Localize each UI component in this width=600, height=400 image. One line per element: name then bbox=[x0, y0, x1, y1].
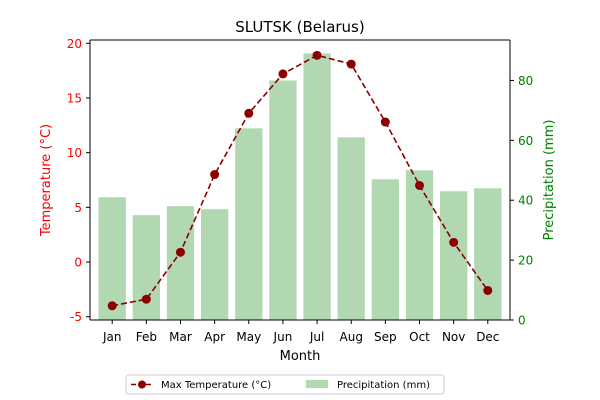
temperature-point bbox=[449, 237, 459, 247]
temperature-point bbox=[244, 108, 254, 118]
x-tick-label: Aug bbox=[340, 330, 363, 344]
legend-label-precipitation: Precipitation (mm) bbox=[337, 380, 430, 391]
precipitation-bar bbox=[303, 53, 331, 320]
precipitation-bar bbox=[98, 197, 126, 320]
precipitation-bar bbox=[132, 215, 160, 320]
legend-marker-swatch bbox=[138, 380, 146, 389]
x-tick-label: Jul bbox=[309, 330, 324, 344]
legend-frame bbox=[125, 374, 445, 395]
temperature-line-path bbox=[112, 54, 489, 307]
temperature-point bbox=[312, 50, 322, 60]
y-left-tick-label: 10 bbox=[67, 146, 82, 160]
precipitation-bar bbox=[474, 188, 502, 320]
x-tick-label: Jun bbox=[273, 330, 293, 344]
temperature-line bbox=[107, 50, 493, 311]
temperature-point bbox=[141, 294, 151, 304]
y-right-tick-label: 0 bbox=[518, 314, 526, 328]
y-right-tick-label: 40 bbox=[518, 194, 533, 208]
y-right-tick-label: 60 bbox=[518, 134, 533, 148]
y-right-tick-label: 80 bbox=[518, 74, 533, 88]
precipitation-bar bbox=[200, 209, 229, 320]
y-left-tick-label: 20 bbox=[67, 37, 82, 51]
temperature-point bbox=[210, 170, 220, 180]
y-left-tick-label: 0 bbox=[74, 256, 82, 270]
x-tick-label: May bbox=[236, 330, 261, 344]
temperature-point bbox=[415, 180, 425, 190]
x-tick-label: Mar bbox=[169, 330, 192, 344]
precipitation-bar bbox=[166, 206, 195, 320]
precipitation-bar bbox=[235, 128, 263, 320]
temperature-point bbox=[278, 69, 288, 79]
temperature-point bbox=[107, 301, 117, 311]
precipitation-bar bbox=[337, 137, 365, 320]
x-tick-label: Sep bbox=[374, 330, 397, 344]
x-axis-label: Month bbox=[280, 349, 321, 364]
x-tick-label: Jan bbox=[102, 330, 122, 344]
y-left-tick-label: 15 bbox=[67, 91, 82, 105]
precipitation-bar bbox=[269, 80, 297, 320]
precipitation-bar bbox=[405, 170, 434, 320]
precipitation-bars bbox=[98, 53, 502, 320]
y-left-tick-label: -5 bbox=[70, 310, 82, 324]
temperature-point bbox=[483, 285, 493, 295]
axes: -5 0 5 10 15 20 0 20 40 60 80 Jan Feb Mar Apr May Jun Jul… bbox=[67, 37, 534, 344]
y-right-tick-label: 20 bbox=[518, 254, 533, 268]
legend: Max Temperature (°C) Precipitation (mm) bbox=[125, 374, 445, 395]
x-tick-label: Apr bbox=[204, 330, 225, 344]
chart-title: SLUTSK (Belarus) bbox=[235, 18, 364, 36]
legend-bar-swatch bbox=[306, 380, 328, 388]
y-right-axis-label: Precipitation (mm) bbox=[542, 120, 557, 241]
x-tick-label: Feb bbox=[136, 330, 157, 344]
y-left-axis-label: Temperature (°C) bbox=[39, 124, 54, 237]
temperature-point bbox=[346, 59, 356, 69]
x-tick-label: Dec bbox=[476, 330, 499, 344]
legend-label-temperature: Max Temperature (°C) bbox=[161, 380, 271, 391]
temperature-point bbox=[175, 247, 185, 257]
precipitation-bar bbox=[371, 179, 400, 320]
temperature-point bbox=[380, 117, 390, 127]
y-left-tick-label: 5 bbox=[74, 201, 82, 215]
x-tick-label: Nov bbox=[442, 330, 465, 344]
x-tick-label: Oct bbox=[409, 330, 430, 344]
